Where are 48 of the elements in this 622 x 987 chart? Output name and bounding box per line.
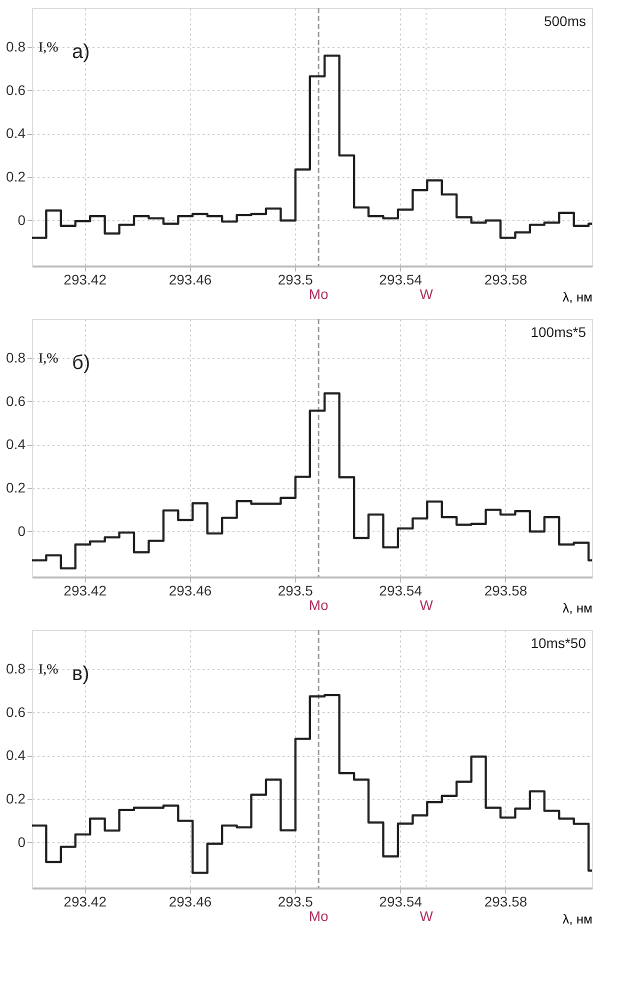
- y-tick-label: 0.4: [6, 436, 26, 452]
- ref-line-label: W: [420, 597, 434, 613]
- x-tick-label: 293.46: [168, 894, 212, 910]
- y-tick-label: 0.6: [6, 82, 26, 98]
- x-tick-label: 293.58: [484, 272, 528, 288]
- y-tick-label: 0.8: [6, 350, 26, 366]
- y-tick-label: 0.2: [6, 168, 26, 185]
- x-axis-title: λ, нм: [562, 912, 593, 926]
- annotation: 500ms: [544, 13, 586, 29]
- x-tick-label: 293.5: [278, 582, 314, 598]
- y-axis-title: I,%: [38, 662, 59, 678]
- y-tick-label: 0.8: [6, 660, 26, 677]
- ref-line-label: W: [420, 908, 434, 924]
- x-tick-label: 293.46: [168, 272, 212, 288]
- x-tick-label: 293.58: [484, 894, 528, 910]
- y-axis-title: I,%: [38, 40, 59, 56]
- ref-line-label: W: [420, 286, 434, 302]
- x-axis-title: λ, нм: [562, 290, 593, 304]
- y-tick-label: 0.6: [6, 392, 26, 409]
- x-tick-label: 293.5: [278, 894, 314, 910]
- y-axis-title: I,%: [38, 352, 59, 367]
- ref-line-label: Mo: [308, 597, 329, 613]
- y-tick-label: 0.8: [6, 38, 26, 55]
- x-tick-label: 293.58: [484, 582, 528, 598]
- y-tick-label: 0.4: [6, 125, 26, 142]
- y-tick-label: 0.2: [6, 790, 26, 807]
- y-tick-label: 0: [18, 834, 26, 850]
- ref-line-label: Mo: [308, 286, 329, 302]
- x-tick-label: 293.54: [379, 272, 422, 288]
- x-tick-label: 293.46: [168, 582, 212, 598]
- y-tick-label: 0.4: [6, 747, 26, 764]
- x-tick-label: 293.42: [64, 894, 107, 910]
- annotation: а): [72, 41, 90, 63]
- annotation: б): [72, 352, 90, 374]
- y-tick-label: 0: [18, 212, 26, 228]
- x-tick-label: 293.42: [64, 272, 107, 288]
- x-tick-label: 293.42: [64, 582, 107, 598]
- annotation: 10ms*50: [530, 635, 586, 651]
- ref-line-label: Mo: [308, 908, 329, 924]
- annotation: 100ms*5: [530, 324, 586, 340]
- x-tick-label: 293.5: [278, 272, 314, 288]
- y-tick-label: 0: [18, 522, 26, 539]
- x-tick-label: 293.54: [379, 894, 422, 910]
- y-tick-label: 0.6: [6, 704, 26, 720]
- y-tick-label: 0.2: [6, 480, 26, 496]
- annotation: в): [72, 663, 90, 685]
- x-tick-label: 293.54: [379, 582, 422, 598]
- x-axis-title: λ, нм: [562, 600, 593, 616]
